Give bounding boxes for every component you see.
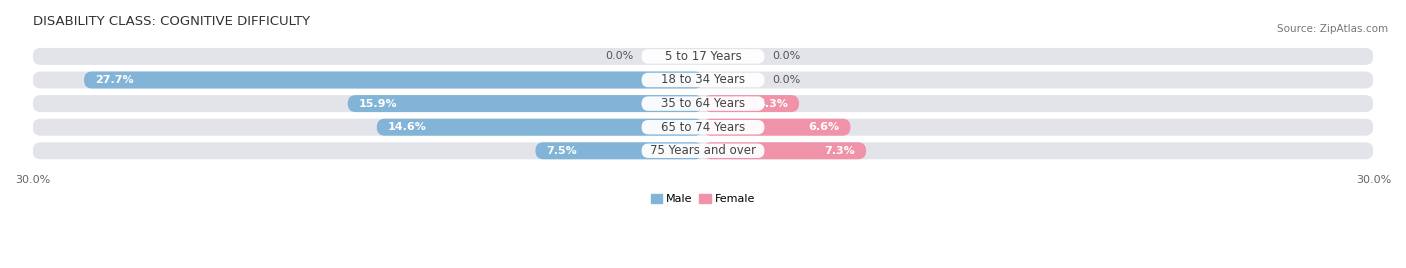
FancyBboxPatch shape [347,95,703,112]
Text: DISABILITY CLASS: COGNITIVE DIFFICULTY: DISABILITY CLASS: COGNITIVE DIFFICULTY [32,15,309,28]
Text: 7.5%: 7.5% [547,146,578,156]
Text: 0.0%: 0.0% [772,51,800,61]
FancyBboxPatch shape [703,142,866,159]
FancyBboxPatch shape [641,144,765,158]
Text: 6.6%: 6.6% [808,122,839,132]
FancyBboxPatch shape [641,96,765,111]
Text: 15.9%: 15.9% [359,99,398,109]
FancyBboxPatch shape [32,72,1374,88]
FancyBboxPatch shape [32,142,1374,159]
FancyBboxPatch shape [641,49,765,64]
Legend: Male, Female: Male, Female [647,189,759,209]
Text: 14.6%: 14.6% [388,122,427,132]
Text: 27.7%: 27.7% [96,75,134,85]
FancyBboxPatch shape [536,142,703,159]
Text: 4.3%: 4.3% [756,99,787,109]
FancyBboxPatch shape [703,119,851,136]
Text: 75 Years and over: 75 Years and over [650,144,756,157]
FancyBboxPatch shape [641,120,765,135]
FancyBboxPatch shape [377,119,703,136]
Text: 65 to 74 Years: 65 to 74 Years [661,121,745,134]
Text: Source: ZipAtlas.com: Source: ZipAtlas.com [1277,24,1388,34]
FancyBboxPatch shape [32,119,1374,136]
FancyBboxPatch shape [32,95,1374,112]
FancyBboxPatch shape [32,48,1374,65]
FancyBboxPatch shape [703,95,799,112]
Text: 0.0%: 0.0% [772,75,800,85]
FancyBboxPatch shape [641,73,765,87]
Text: 5 to 17 Years: 5 to 17 Years [665,50,741,63]
Text: 7.3%: 7.3% [824,146,855,156]
FancyBboxPatch shape [84,72,703,88]
Text: 0.0%: 0.0% [606,51,634,61]
Text: 18 to 34 Years: 18 to 34 Years [661,73,745,87]
Text: 35 to 64 Years: 35 to 64 Years [661,97,745,110]
